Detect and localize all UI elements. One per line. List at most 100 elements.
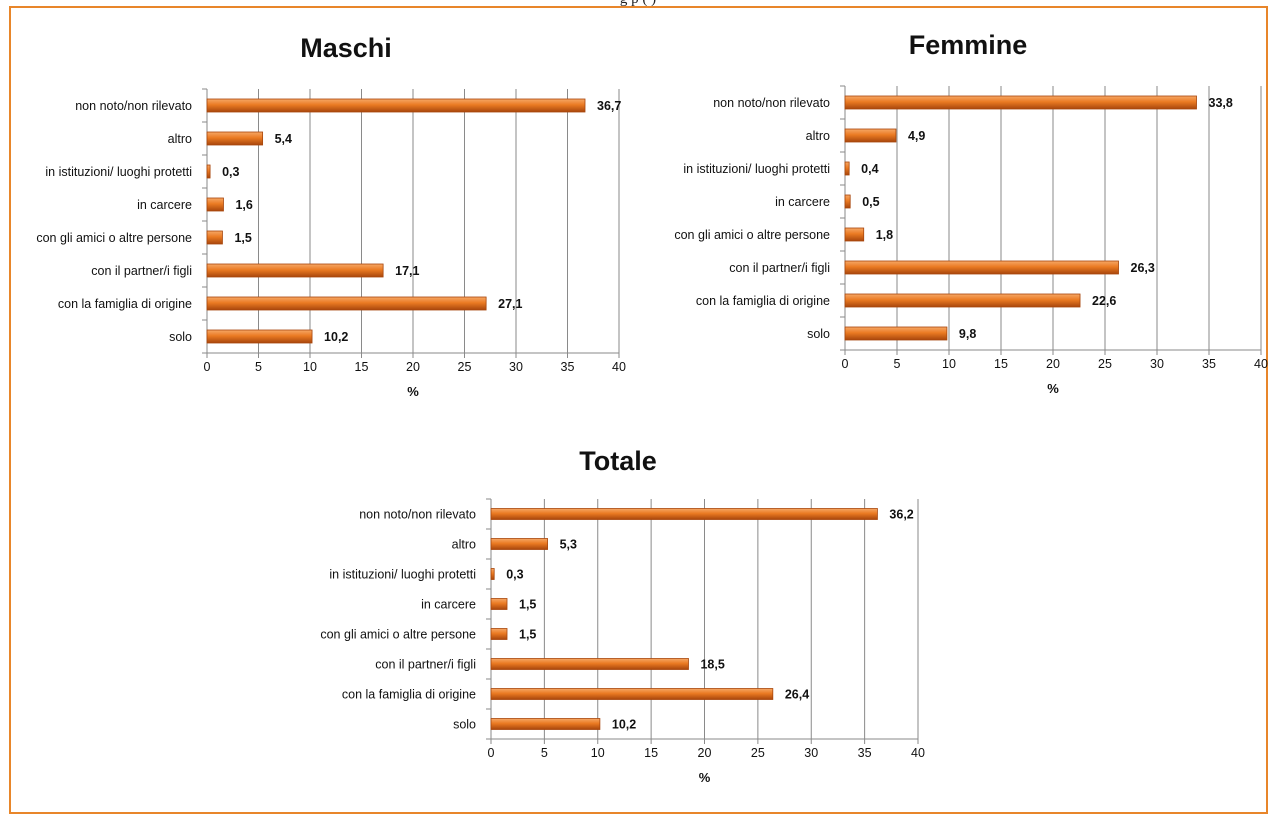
maschi-chart-title: Maschi <box>300 33 392 63</box>
totale-chart-title: Totale <box>579 446 657 476</box>
femmine-bar-in-carcere <box>844 194 851 209</box>
femmine-x-axis-title: % <box>1047 381 1059 396</box>
totale-x-tick-label: 20 <box>698 746 712 760</box>
chart-femmine: Femmine 0 5 10 15 20 25 30 35 40 non noto/non rile… <box>674 30 1268 396</box>
femmine-x-tick-label: 10 <box>942 357 956 371</box>
chart-totale: Totale 0 5 10 15 20 25 30 35 40 non noto/non rilev… <box>320 446 925 785</box>
femmine-x-tick-label: 20 <box>1046 357 1060 371</box>
femmine-bar-solo <box>844 326 948 341</box>
femmine-category-label: in istituzioni/ luoghi protetti <box>683 162 830 176</box>
maschi-category-label: in carcere <box>137 198 192 212</box>
femmine-value-label: 22,6 <box>1092 294 1116 308</box>
femmine-bar-in-istituzioni-luoghi-protetti <box>844 161 850 176</box>
femmine-x-tick-label: 35 <box>1202 357 1216 371</box>
femmine-x-tick-label: 0 <box>842 357 849 371</box>
maschi-value-label: 0,3 <box>222 165 239 179</box>
maschi-bar-non-noto-non-rilevato <box>206 98 586 113</box>
maschi-category-label: altro <box>168 132 192 146</box>
chart-maschi: Maschi 0 5 10 15 20 25 30 35 40 non noto/non rilev… <box>36 33 626 399</box>
maschi-bar-con-la-famiglia-di-origine <box>206 296 487 311</box>
totale-value-label: 36,2 <box>889 508 913 522</box>
maschi-value-label: 17,1 <box>395 264 419 278</box>
maschi-x-tick-label: 20 <box>406 360 420 374</box>
femmine-category-label: altro <box>806 129 830 143</box>
maschi-value-label: 36,7 <box>597 99 621 113</box>
totale-category-label: in istituzioni/ luoghi protetti <box>329 568 476 582</box>
totale-bar-solo <box>490 718 601 730</box>
totale-value-label: 5,3 <box>560 538 577 552</box>
femmine-value-label: 9,8 <box>959 327 976 341</box>
totale-category-label: con gli amici o altre persone <box>320 628 476 642</box>
totale-category-label: solo <box>453 718 476 732</box>
maschi-category-label: con gli amici o altre persone <box>36 231 192 245</box>
maschi-x-tick-label: 15 <box>355 360 369 374</box>
maschi-x-axis-title: % <box>407 384 419 399</box>
femmine-x-tick-label: 40 <box>1254 357 1268 371</box>
totale-value-label: 0,3 <box>506 568 523 582</box>
femmine-category-label: non noto/non rilevato <box>713 96 830 110</box>
maschi-x-tick-label: 35 <box>561 360 575 374</box>
maschi-value-label: 1,5 <box>234 231 251 245</box>
totale-bar-con-gli-amici-o-altre-persone <box>490 628 508 640</box>
totale-category-label: in carcere <box>421 598 476 612</box>
totale-bar-con-il-partner-i-figli <box>490 658 689 670</box>
femmine-bar-con-il-partner-i-figli <box>844 260 1119 275</box>
totale-x-tick-label: 15 <box>644 746 658 760</box>
totale-x-tick-label: 5 <box>541 746 548 760</box>
maschi-x-tick-label: 0 <box>204 360 211 374</box>
maschi-bar-con-il-partner-i-figli <box>206 263 384 278</box>
totale-category-label: con la famiglia di origine <box>342 688 476 702</box>
totale-value-label: 26,4 <box>785 688 809 702</box>
totale-x-tick-label: 10 <box>591 746 605 760</box>
femmine-bar-altro <box>844 128 897 143</box>
femmine-category-label: solo <box>807 327 830 341</box>
totale-value-label: 1,5 <box>519 598 536 612</box>
totale-value-label: 10,2 <box>612 718 636 732</box>
totale-bar-altro <box>490 538 548 550</box>
maschi-value-label: 10,2 <box>324 330 348 344</box>
maschi-bar-con-gli-amici-o-altre-persone <box>206 230 223 245</box>
maschi-bar-in-carcere <box>206 197 224 212</box>
femmine-category-label: con il partner/i figli <box>729 261 830 275</box>
femmine-value-label: 1,8 <box>876 228 893 242</box>
maschi-value-label: 1,6 <box>235 198 252 212</box>
femmine-x-tick-label: 30 <box>1150 357 1164 371</box>
maschi-category-label: con la famiglia di origine <box>58 297 192 311</box>
maschi-category-label: solo <box>169 330 192 344</box>
maschi-category-label: in istituzioni/ luoghi protetti <box>45 165 192 179</box>
femmine-value-label: 0,5 <box>862 195 879 209</box>
maschi-x-tick-label: 25 <box>458 360 472 374</box>
totale-category-label: con il partner/i figli <box>375 658 476 672</box>
maschi-bar-solo <box>206 329 313 344</box>
maschi-x-tick-label: 40 <box>612 360 626 374</box>
femmine-category-label: con gli amici o altre persone <box>674 228 830 242</box>
totale-value-label: 1,5 <box>519 628 536 642</box>
maschi-category-label: con il partner/i figli <box>91 264 192 278</box>
maschi-category-label: non noto/non rilevato <box>75 99 192 113</box>
maschi-value-label: 27,1 <box>498 297 522 311</box>
femmine-value-label: 4,9 <box>908 129 925 143</box>
femmine-value-label: 0,4 <box>861 162 878 176</box>
femmine-x-tick-label: 15 <box>994 357 1008 371</box>
totale-x-tick-label: 0 <box>488 746 495 760</box>
femmine-chart-title: Femmine <box>909 30 1028 60</box>
totale-bar-in-istituzioni-luoghi-protetti <box>490 568 495 580</box>
totale-x-tick-label: 30 <box>804 746 818 760</box>
totale-bar-in-carcere <box>490 598 508 610</box>
totale-bar-con-la-famiglia-di-origine <box>490 688 774 700</box>
totale-bar-non-noto-non-rilevato <box>490 508 878 520</box>
totale-x-tick-label: 40 <box>911 746 925 760</box>
header-fragment: g p ( ) <box>0 0 1276 8</box>
maschi-bar-in-istituzioni-luoghi-protetti <box>206 164 211 179</box>
totale-x-tick-label: 25 <box>751 746 765 760</box>
femmine-bar-con-la-famiglia-di-origine <box>844 293 1081 308</box>
maschi-x-tick-label: 5 <box>255 360 262 374</box>
maschi-value-label: 5,4 <box>275 132 292 146</box>
totale-x-tick-label: 35 <box>858 746 872 760</box>
femmine-value-label: 33,8 <box>1209 96 1233 110</box>
femmine-category-label: con la famiglia di origine <box>696 294 830 308</box>
femmine-x-tick-label: 5 <box>894 357 901 371</box>
totale-value-label: 18,5 <box>700 658 724 672</box>
femmine-x-tick-label: 25 <box>1098 357 1112 371</box>
